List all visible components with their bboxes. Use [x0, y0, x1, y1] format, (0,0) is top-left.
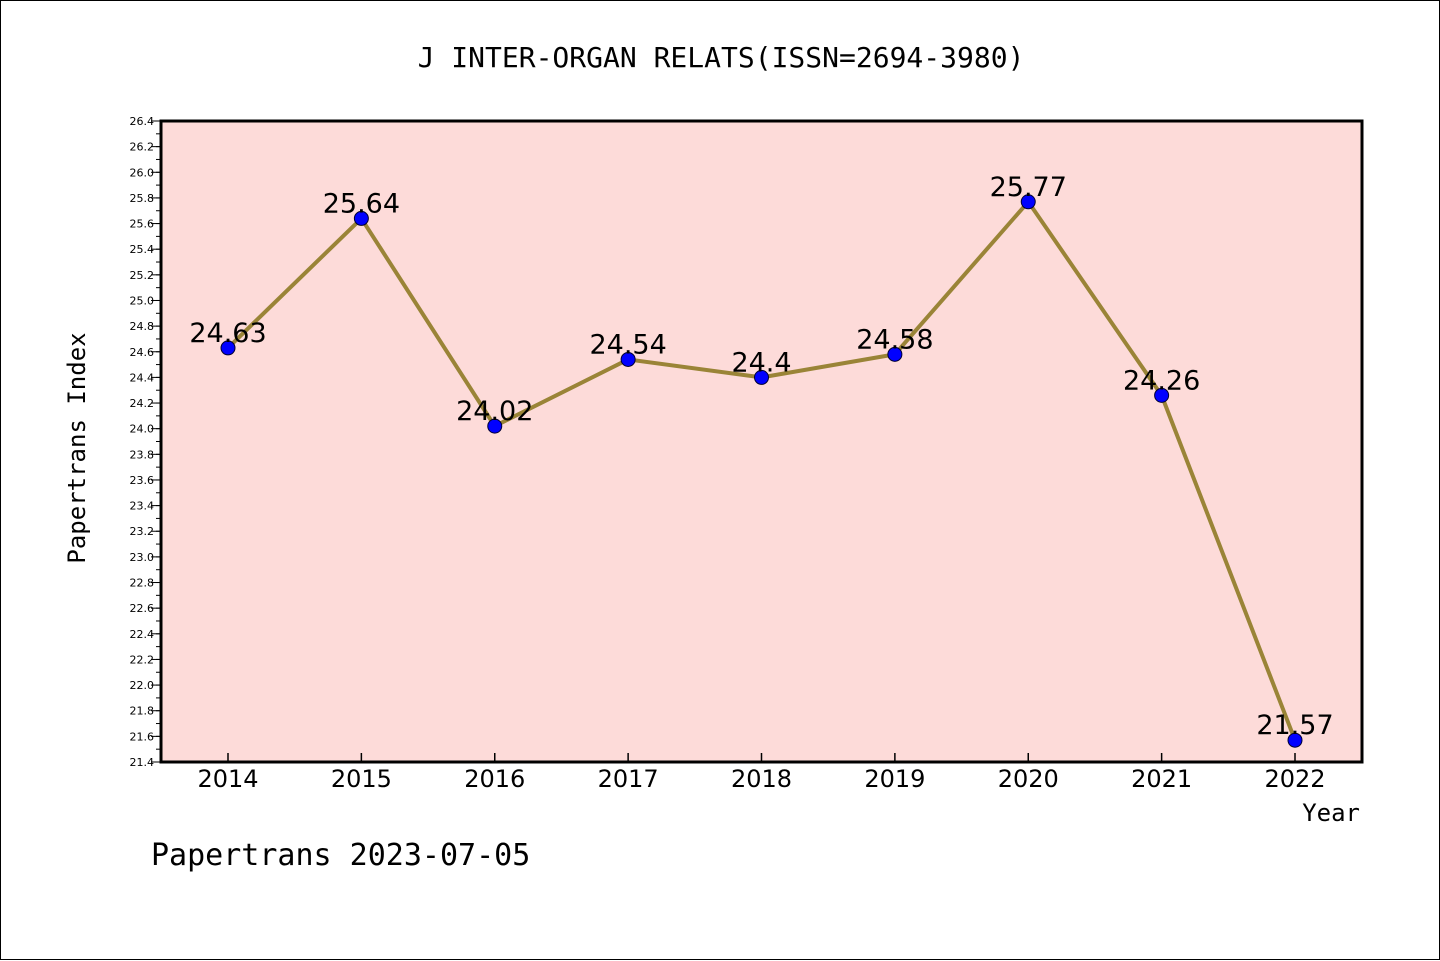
y-tick-label: 25.0: [130, 294, 155, 307]
x-tick-label: 2017: [598, 765, 659, 793]
y-tick-label: 22.8: [130, 577, 155, 590]
y-tick-labels: 21.4 21.6 21.8 22.0 22.2 22.4 22.6 22.8 23.0 23.2…: [130, 115, 155, 769]
data-label: 24.02: [456, 396, 533, 427]
y-tick-label: 21.8: [130, 705, 155, 718]
x-tick-label: 2022: [1264, 765, 1325, 793]
data-label: 21.57: [1256, 710, 1333, 741]
y-tick-label: 24.2: [130, 397, 155, 410]
y-tick-label: 25.6: [130, 218, 155, 231]
y-tick-label: 24.4: [130, 371, 155, 384]
data-point-marker: [887, 346, 903, 362]
data-label: 25.77: [990, 172, 1067, 203]
y-tick-label: 24.0: [130, 423, 155, 436]
data-point-marker: [220, 340, 236, 356]
x-tick-label: 2020: [998, 765, 1059, 793]
x-tick-label: 2015: [331, 765, 392, 793]
x-tick-label: 2014: [197, 765, 258, 793]
data-point-marker: [1020, 194, 1036, 210]
chart-title: J INTER-ORGAN RELATS(ISSN=2694-3980): [418, 41, 1025, 74]
data-label: 24.63: [189, 318, 266, 349]
y-tick-label: 25.4: [130, 243, 155, 256]
data-labels: 24.63 25.64 24.02 24.54 24.4 24.58 25.77 24.26 2…: [189, 172, 1333, 741]
data-label: 24.26: [1123, 365, 1200, 396]
data-label: 24.4: [731, 347, 791, 378]
y-tick-label: 25.8: [130, 192, 155, 205]
y-axis-label: Papertrans Index: [63, 332, 91, 563]
x-tick-labels: 2014 2015 2016 2017 2018 2019 2020 2021 2022: [197, 765, 1325, 793]
x-tick-label: 2018: [731, 765, 792, 793]
y-tick-label: 24.6: [130, 346, 155, 359]
data-label: 24.58: [856, 324, 933, 355]
data-point-marker: [1154, 387, 1170, 403]
y-tick-label: 23.0: [130, 551, 155, 564]
data-label: 25.64: [323, 188, 400, 219]
data-point-marker: [754, 369, 769, 385]
x-tick-label: 2019: [864, 765, 925, 793]
y-tick-label: 26.4: [130, 115, 155, 128]
y-tick-label: 23.8: [130, 448, 155, 461]
y-tick-label: 23.4: [130, 500, 155, 513]
data-point-marker: [1287, 732, 1303, 748]
y-tick-label: 26.0: [130, 166, 155, 179]
plot-frame: [159, 119, 1364, 764]
y-tick-label: 21.6: [130, 730, 155, 743]
y-tick-label: 24.8: [130, 320, 155, 333]
y-tick-label: 26.2: [130, 141, 155, 154]
x-tick-label: 2016: [464, 765, 525, 793]
y-tick-label: 22.2: [130, 653, 155, 666]
data-point-marker: [487, 418, 503, 434]
x-tick-label: 2021: [1131, 765, 1192, 793]
y-tick-label: 25.2: [130, 269, 155, 282]
plot-area: [161, 121, 1362, 762]
y-tick-label: 23.2: [130, 525, 155, 538]
y-tick-label: 22.4: [130, 628, 155, 641]
series-markers: [220, 194, 1303, 748]
data-label: 24.54: [589, 329, 666, 360]
y-tick-label: 22.0: [130, 679, 155, 692]
footer-watermark: Papertrans 2023-07-05: [151, 838, 530, 873]
data-point-marker: [620, 351, 636, 367]
y-tick-label: 22.6: [130, 602, 155, 615]
y-tick-label: 21.4: [130, 756, 155, 769]
data-point-marker: [353, 210, 369, 226]
x-axis-label: Year: [1302, 799, 1360, 827]
y-tick-label: 23.6: [130, 474, 155, 487]
y-major-ticks: [151, 120, 161, 763]
